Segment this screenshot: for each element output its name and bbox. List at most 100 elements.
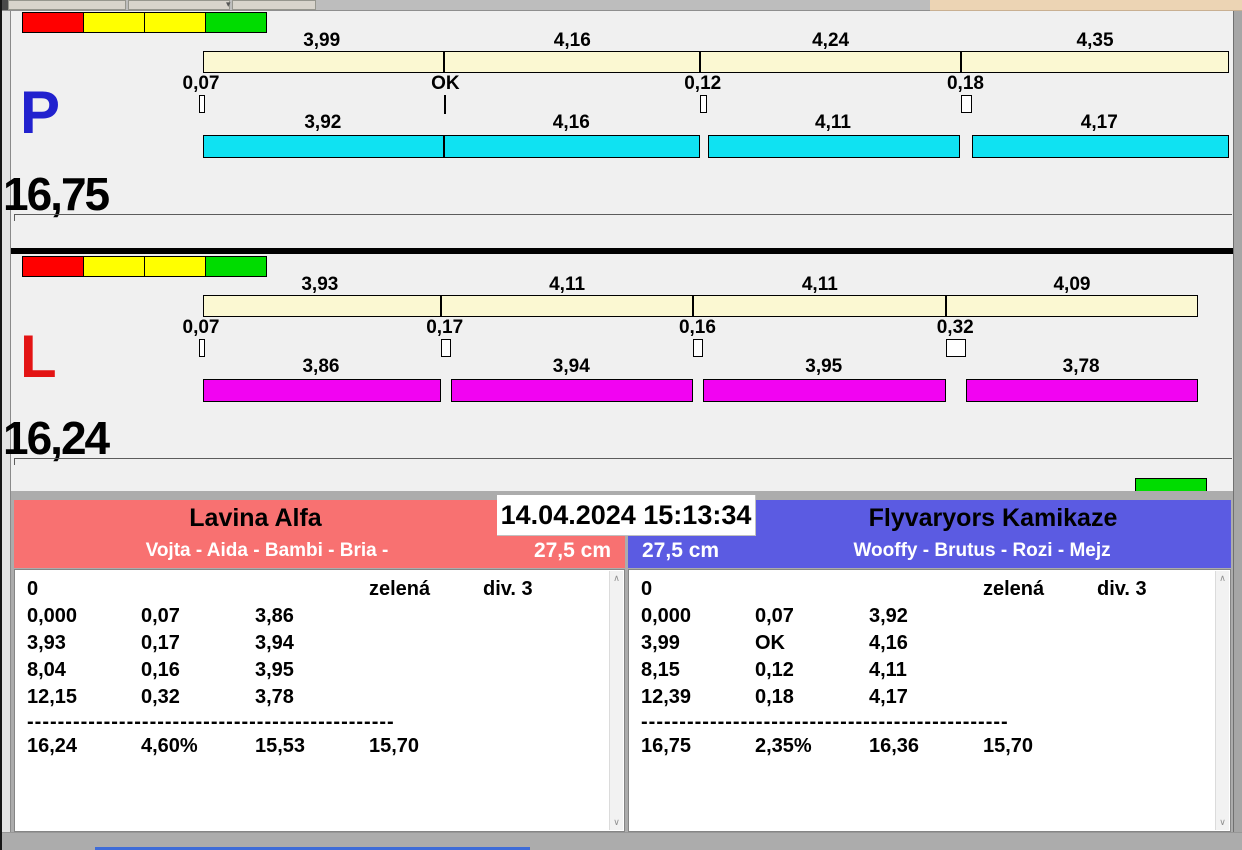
split-divider (959, 51, 962, 73)
table-cell: 0 (27, 578, 39, 600)
crossing-marker (444, 95, 447, 114)
leg-time-bar (703, 379, 947, 402)
table-cell (983, 657, 1097, 684)
background-window-fragment (930, 0, 1242, 11)
table-cell: 4,11 (869, 659, 907, 681)
leg-time-label: 4,16 (552, 112, 590, 133)
window-left-border (2, 11, 11, 850)
lane-panel-right: P 16,75 3,99 0,07 3,92 4,16 OK 4,16 4,24 0,12 4,… (0, 12, 1242, 248)
leg-time-label: 4,11 (815, 112, 851, 133)
start-light (205, 256, 267, 277)
table-cell: 0,32 (141, 686, 180, 708)
start-light (144, 256, 206, 277)
table-cell: 3,99 (641, 632, 680, 654)
window-grip-icon (2, 0, 9, 10)
split-time-label: 4,35 (1076, 30, 1114, 51)
scroll-down-icon[interactable]: ∨ (1219, 817, 1226, 827)
table-cell: 16,36 (869, 735, 920, 757)
taskbar-fragment (95, 847, 530, 850)
leg-time-label: 3,94 (552, 356, 590, 377)
team-name: Lavina Alfa (189, 504, 322, 532)
crossing-time-label: OK (431, 73, 460, 94)
scrollbar[interactable]: ∧ ∨ (609, 571, 623, 830)
split-divider (692, 295, 695, 317)
table-cell: 12,15 (27, 686, 78, 708)
table-row: 3,99 OK 4,16 (641, 630, 1214, 657)
scrollbar[interactable]: ∧ ∨ (1215, 571, 1229, 830)
toolbar-fragment-1[interactable] (8, 0, 126, 10)
dropdown-caret-icon[interactable]: ▾ (226, 0, 231, 9)
table-cell (1097, 733, 1214, 760)
scroll-up-icon[interactable]: ∧ (1219, 573, 1226, 583)
table-cell (483, 603, 608, 630)
table-cell (983, 684, 1097, 711)
lane-baseline (14, 214, 1232, 215)
result-table-left[interactable]: 0 zelená div. 3 0,000 0,07 3,86 3,93 0,17 3,94 8,… (14, 569, 625, 832)
table-row: 12,15 0,32 3,78 (27, 684, 608, 711)
table-cell: 4,16 (869, 632, 908, 654)
table-cell (1097, 657, 1214, 684)
leg-time-bar (203, 135, 445, 158)
crossing-time-label: 0,17 (426, 317, 464, 338)
table-cell: 0,000 (641, 605, 692, 627)
table-cell (369, 684, 483, 711)
split-time-label: 4,11 (549, 274, 586, 295)
table-cell: 2,35% (755, 735, 812, 757)
team-members: Vojta - Aida - Bambi - Bria - (145, 540, 389, 561)
crossing-marker (700, 95, 708, 113)
table-cell (483, 733, 608, 760)
toolbar-fragment-2[interactable] (128, 0, 230, 10)
table-cell: 3,86 (255, 605, 294, 627)
toolbar-fragment-3[interactable] (232, 0, 316, 10)
split-divider (699, 51, 702, 73)
leg-time-label: 3,95 (805, 356, 843, 377)
table-cell: 0,000 (27, 605, 78, 627)
table-separator: ----------------------------------------… (27, 711, 395, 733)
scroll-down-icon[interactable]: ∨ (613, 817, 620, 827)
table-cell: 3,94 (255, 632, 294, 654)
table-cell: 3,95 (255, 659, 294, 681)
table-cell: 15,70 (369, 735, 420, 757)
table-cell: zelená (369, 578, 431, 600)
panel-divider (11, 248, 1233, 254)
lane-letter: P (20, 79, 61, 146)
table-row: 8,15 0,12 4,11 (641, 657, 1214, 684)
split-time-label: 4,24 (812, 30, 850, 51)
table-row: 12,39 0,18 4,17 (641, 684, 1214, 711)
background-window-strip: ▾ (2, 0, 930, 11)
lane-baseline-tick (14, 458, 15, 465)
start-lights (22, 256, 267, 277)
crossing-time-label: 0,12 (684, 73, 722, 94)
table-cell (983, 603, 1097, 630)
result-table-right[interactable]: 0 zelená div. 3 0,000 0,07 3,92 3,99 OK 4,16 8,15… (628, 569, 1231, 832)
start-light (22, 256, 84, 277)
jump-height: 27,5 cm (642, 539, 720, 562)
lane-baseline (14, 458, 1232, 459)
start-light (83, 12, 145, 33)
table-cell (369, 657, 483, 684)
scroll-up-icon[interactable]: ∧ (613, 573, 620, 583)
split-divider (439, 295, 442, 317)
split-time-label: 3,99 (303, 30, 341, 51)
split-time-label: 3,93 (301, 274, 339, 295)
table-cell: zelená (983, 578, 1045, 600)
datetime-display: 14.04.2024 15:13:34 (497, 495, 756, 536)
crossing-time-label: 0,07 (182, 317, 220, 338)
lane-total-time: 16,75 (3, 168, 110, 220)
table-cell (483, 630, 608, 657)
table-cell: 8,15 (641, 659, 680, 681)
start-light (144, 12, 206, 33)
table-cell: 12,39 (641, 686, 692, 708)
table-cell: 3,78 (255, 686, 294, 708)
table-row: 0 zelená div. 3 (27, 576, 608, 603)
crossing-marker (693, 339, 704, 357)
start-light (205, 12, 267, 33)
leg-time-bar (972, 135, 1229, 158)
start-light (22, 12, 84, 33)
table-cell: 0,12 (755, 659, 794, 681)
table-cell (869, 576, 983, 603)
table-cell (983, 630, 1097, 657)
leg-time-bar (707, 135, 961, 158)
crossing-time-label: 0,18 (946, 73, 984, 94)
table-cell: div. 3 (483, 578, 533, 600)
